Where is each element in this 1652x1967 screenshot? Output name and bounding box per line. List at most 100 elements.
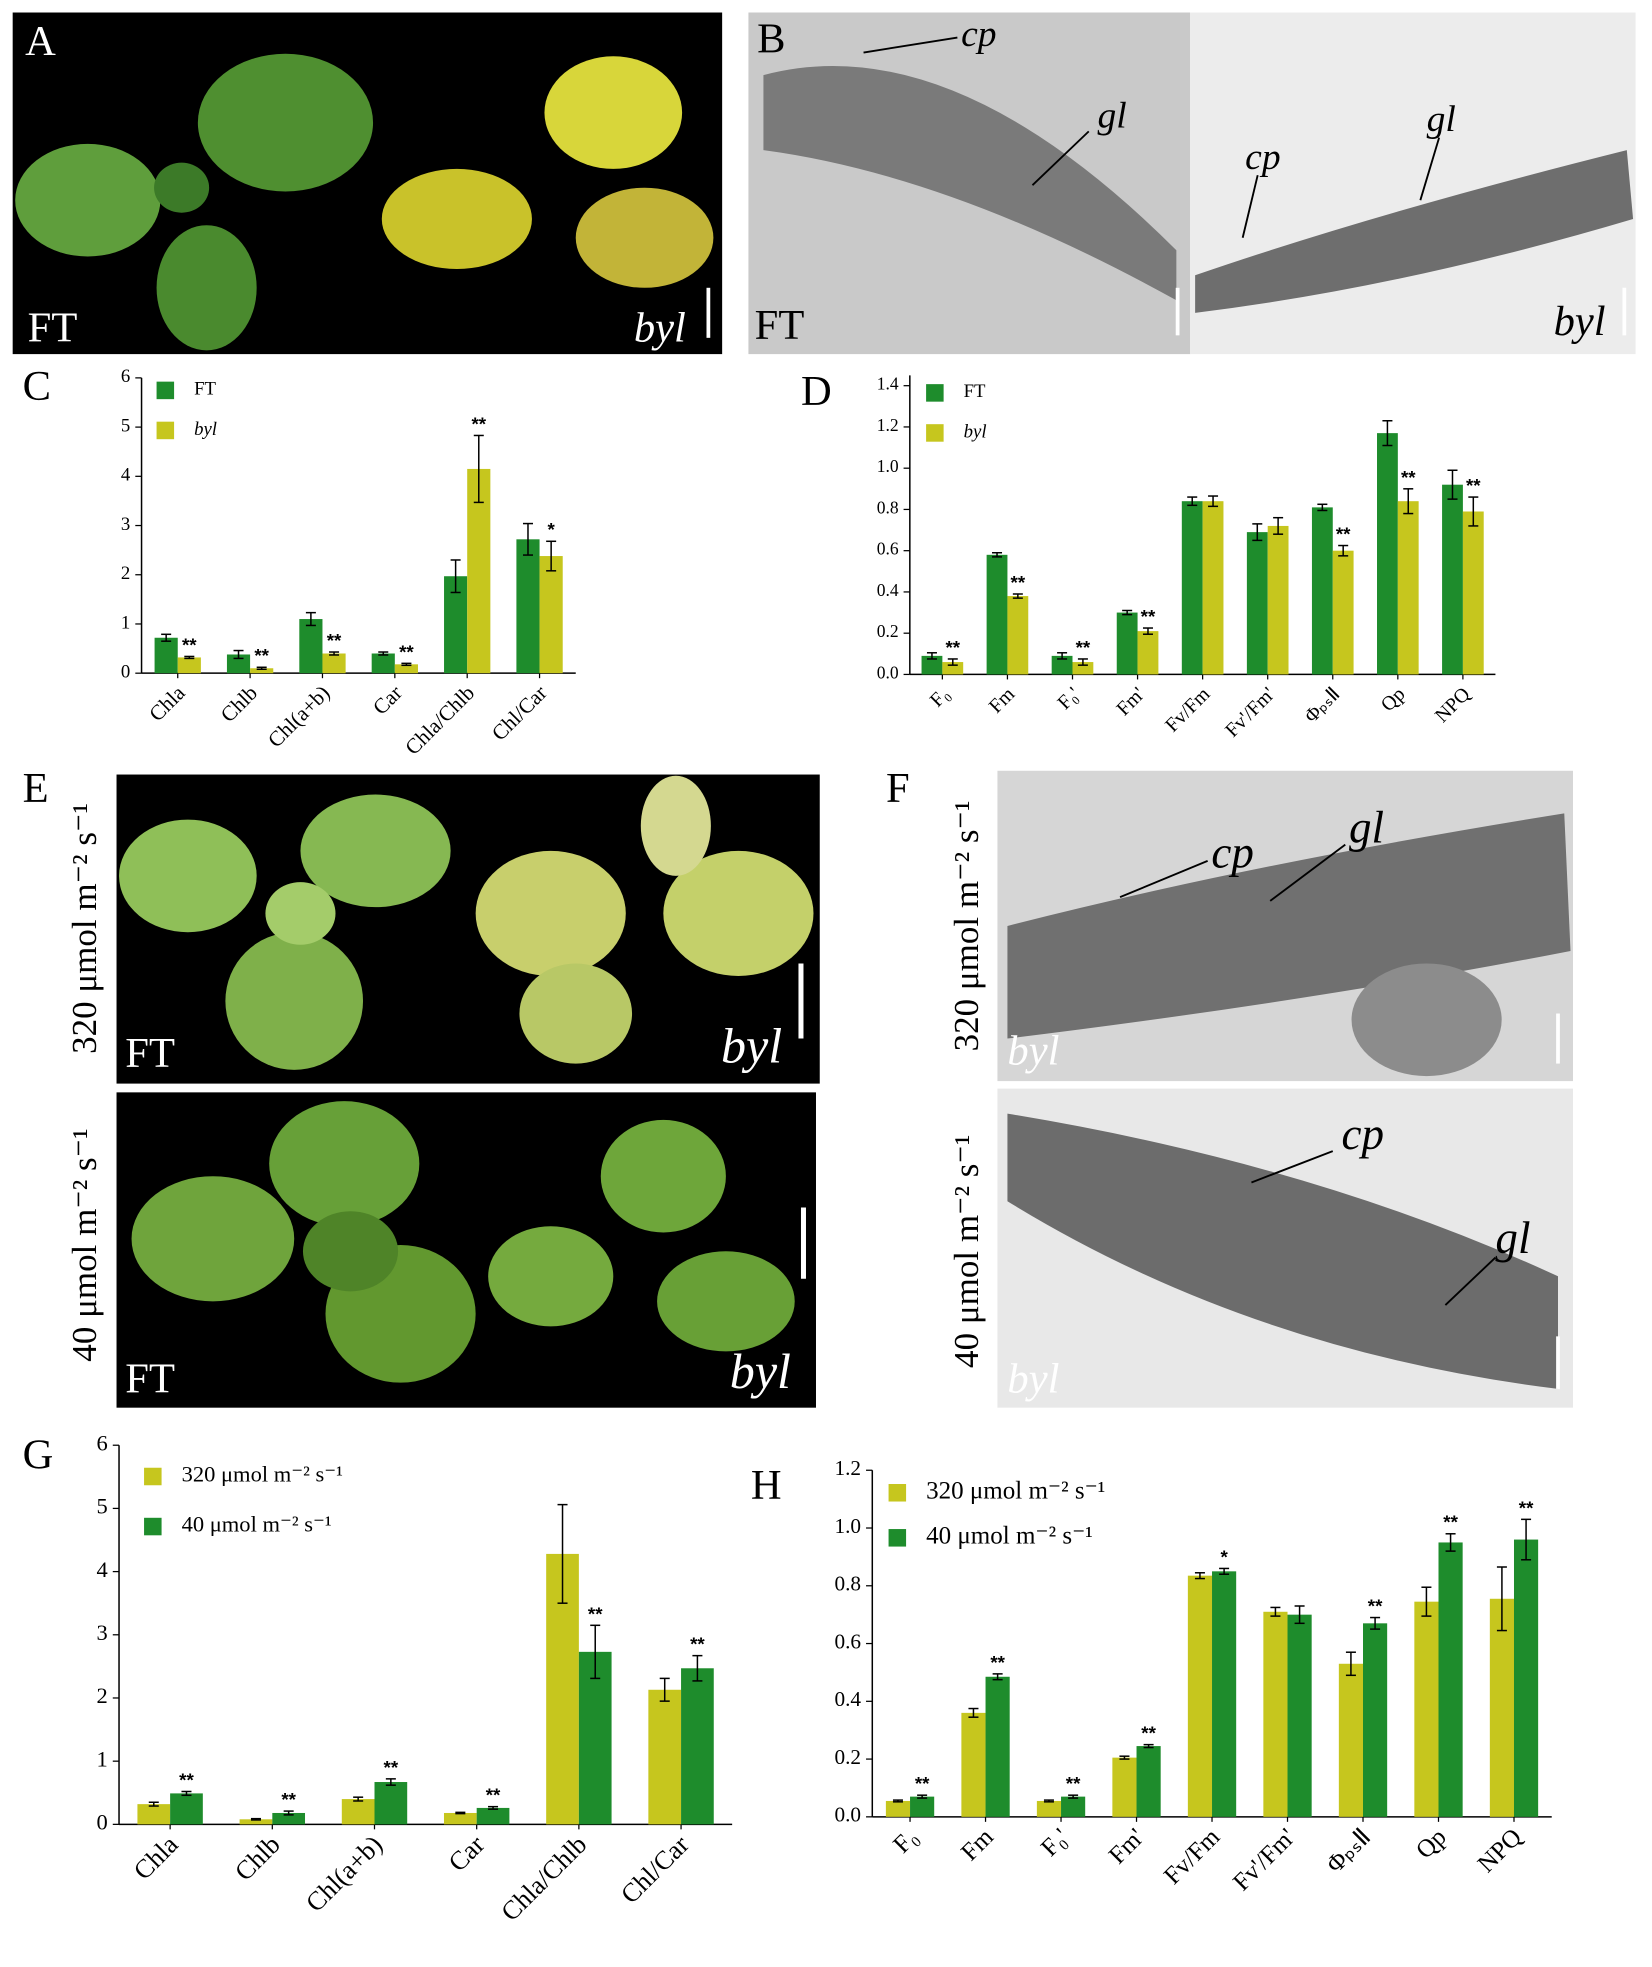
plant-byl [488,1119,795,1352]
x-tick-label: Chl(a+b) [300,1830,388,1918]
photo-label: byl [1007,1028,1059,1075]
bar [1051,655,1073,675]
bar [1338,1663,1364,1817]
bar [961,1712,986,1817]
x-tick-label: Qp [1411,1824,1452,1865]
photo-label: FT [28,304,78,351]
bar [1116,612,1138,675]
y-tick-label: 0.4 [834,1687,861,1711]
y-tick-label: 0.0 [877,662,899,682]
bar [1112,1757,1137,1817]
plant-byl [381,56,714,288]
bar [1072,662,1094,675]
pointer [1031,130,1090,186]
leaf [381,168,532,270]
significance-mark: ** [471,413,486,434]
leaf [302,1211,399,1292]
leaf [475,850,626,976]
leaf [265,882,336,945]
bar [1414,1601,1439,1817]
x-tick-label: Chla/Chlb [496,1830,593,1927]
leaf [225,932,364,1070]
leaf [197,53,374,192]
significance-mark: ** [254,645,269,666]
bar [885,1800,911,1817]
bar [1061,1796,1086,1817]
y-tick-label: 0.4 [877,580,899,600]
y-tick-label: 1.2 [877,415,899,435]
x-tick-label: Car [443,1830,491,1878]
significance-mark: ** [486,1785,501,1806]
pointer [863,36,958,54]
annotation: gl [1495,1213,1530,1263]
plant-byl [475,775,814,1064]
y-tick-label: 2 [121,563,130,584]
leaf [663,850,814,976]
bar [578,1651,612,1825]
bar [1462,511,1484,675]
bar [272,1812,306,1825]
bar [1287,1614,1312,1817]
organelle [1351,963,1502,1077]
photo-label: FT [755,302,805,349]
legend-label: 320 μmol m⁻² s⁻¹ [926,1478,1105,1505]
y-tick-label: 1 [121,612,130,633]
photo-label: FT [125,1030,175,1077]
significance-mark: ** [384,1757,399,1778]
annotation: cp [1245,137,1280,178]
x-tick-label: Qp [1377,683,1410,716]
chloroplast [1007,1113,1558,1389]
x-tick-label: Chla [128,1830,184,1886]
bar [681,1668,714,1825]
pointer [1251,1150,1334,1184]
y-tick-label: 1.0 [877,456,899,476]
leaf [640,775,711,876]
y-tick-label: 5 [121,415,130,436]
leaf [600,1119,726,1233]
x-tick-label: Chl/Car [615,1830,694,1909]
significance-mark: ** [182,634,197,655]
legend-swatch [926,424,944,442]
legend-label: 40 μmol m⁻² s⁻¹ [926,1523,1093,1550]
leaf [657,1251,795,1352]
legend-label: 320 μmol m⁻² s⁻¹ [182,1462,343,1487]
photo-label: FT [125,1355,175,1402]
bar [394,664,418,674]
bar [539,556,563,674]
y-tick-label: 0.0 [834,1803,861,1827]
bar [1212,1571,1237,1817]
bar [170,1793,203,1825]
legend-swatch [144,1467,162,1486]
significance-mark: ** [1336,523,1351,544]
panel-letter: C [23,363,51,410]
leaf [154,162,210,213]
y-tick-label: 0 [121,661,130,682]
bar [341,1799,375,1825]
significance-mark: ** [1141,1723,1156,1744]
significance-mark: ** [1519,1497,1534,1518]
panel-letter: E [23,765,49,812]
annotation: gl [1427,99,1456,140]
significance-mark: * [547,519,555,540]
leaf [544,56,683,169]
leaf [156,225,257,351]
annotation: gl [1349,802,1384,852]
significance-mark: ** [915,1773,930,1794]
bar [648,1689,682,1825]
bar [1181,501,1203,675]
y-tick-label: 6 [97,1430,108,1455]
bar [1187,1575,1213,1817]
y-tick-label: 1.4 [877,374,899,394]
bar [250,668,274,674]
bar [1311,507,1333,675]
bar [1137,631,1159,675]
y-tick-label: 6 [121,366,130,387]
x-tick-label: Fv'/Fm' [1228,1824,1301,1897]
pointer [1444,1256,1497,1306]
significance-mark: ** [281,1789,296,1810]
photo-label: byl [721,1018,782,1074]
bar [371,653,395,674]
panel-letter: A [25,18,56,65]
significance-mark: ** [1066,1773,1081,1794]
